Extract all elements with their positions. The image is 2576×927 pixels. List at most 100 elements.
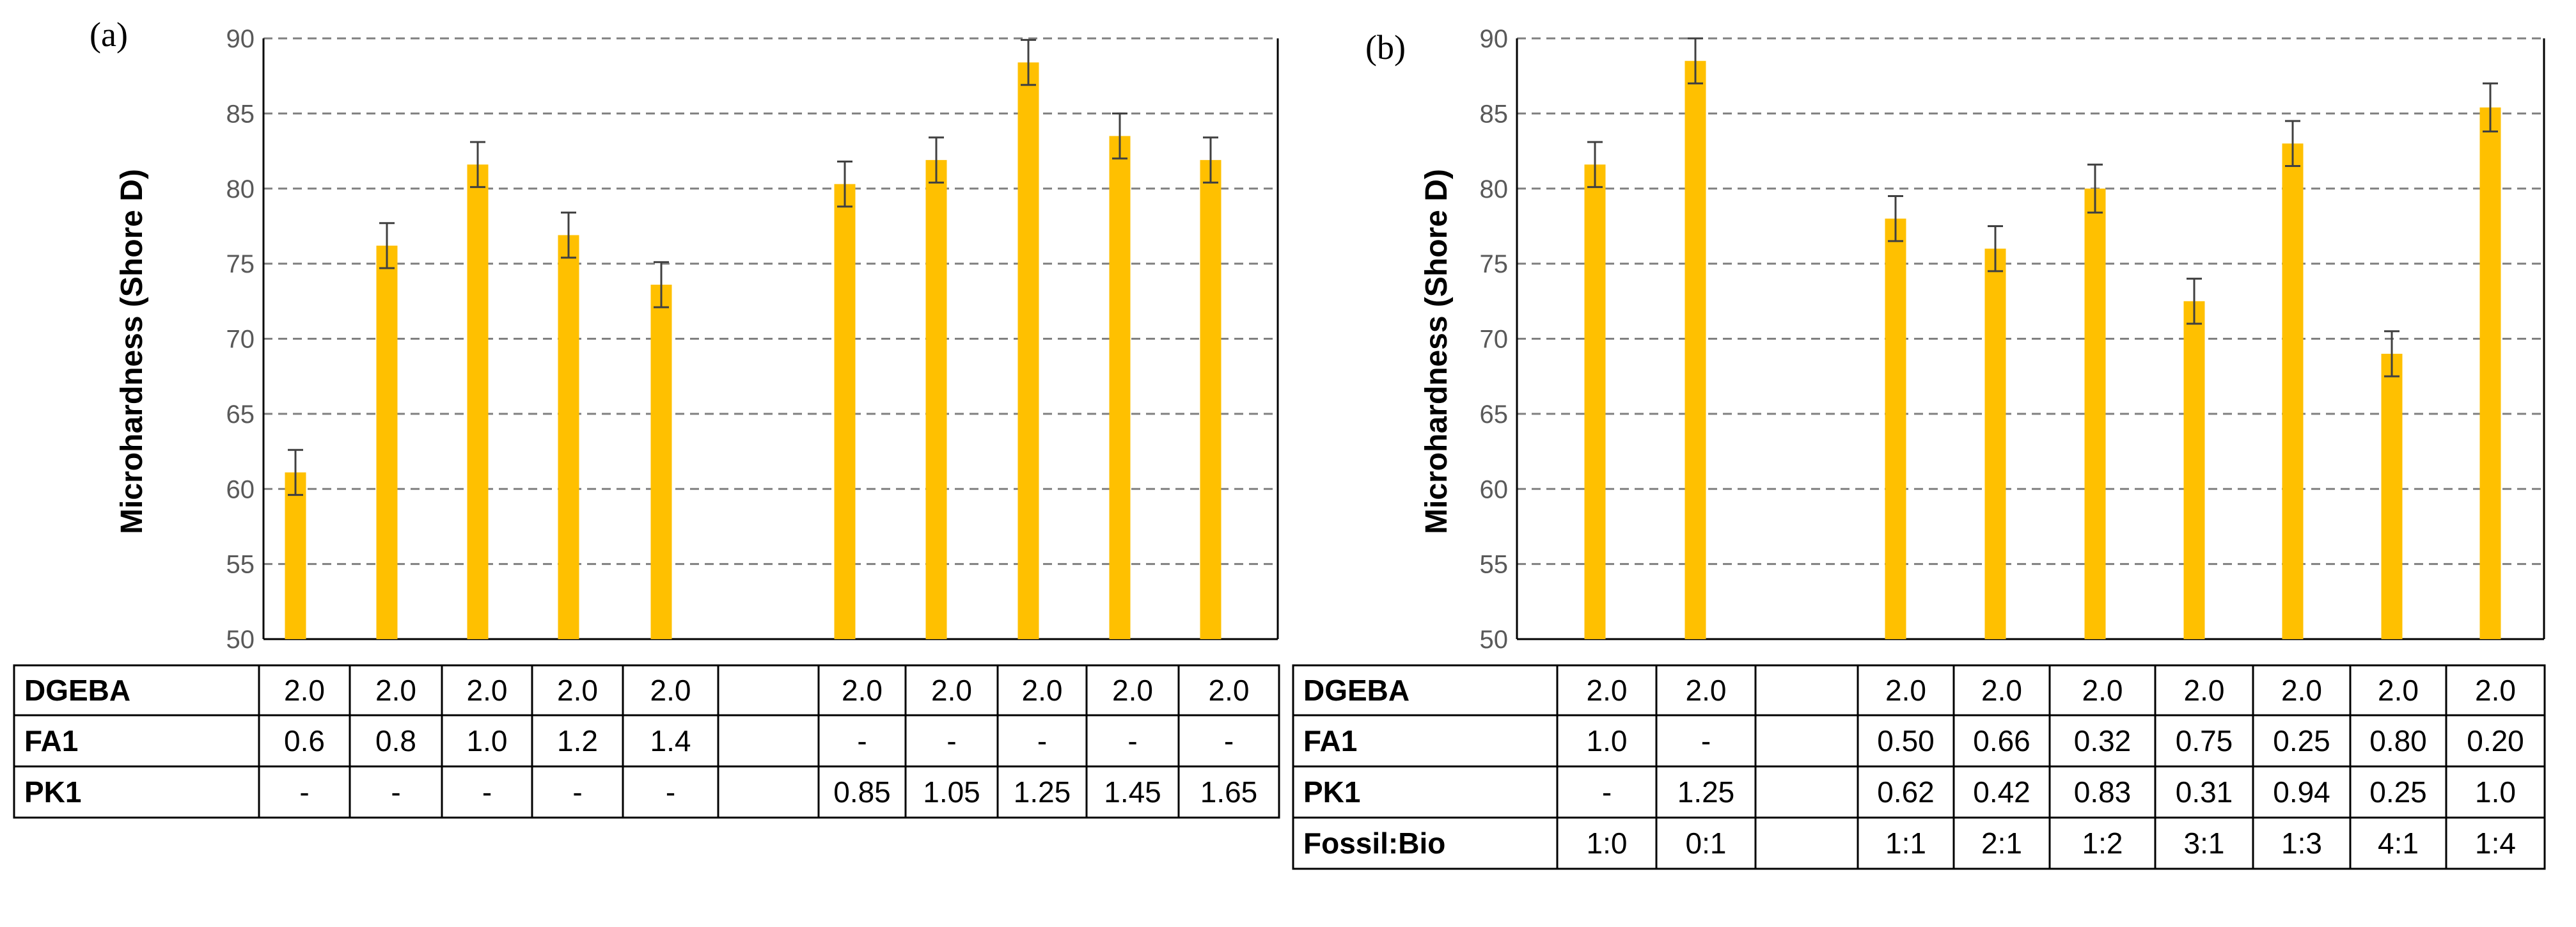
table-border [13,664,1280,819]
table-cell: 2.0 [2184,674,2225,707]
bar [2381,353,2403,639]
table-cell: - [857,724,867,757]
y-tick-label: 65 [1480,400,1509,429]
y-tick-label: 85 [226,100,255,128]
y-tick-label: 50 [1480,626,1509,654]
table-cell: 0.20 [2467,724,2524,757]
table-cell: 2.0 [1112,674,1153,707]
y-axis-label: Microhardness (Shore D) [1420,169,1454,534]
table-row-header: FA1 [24,724,78,757]
table-cell: 2.0 [650,674,691,707]
table-cell: 2.0 [2378,674,2419,707]
table-cell: - [1037,724,1047,757]
table-cell: 2:1 [1981,827,2022,860]
table-cell: 2.0 [1022,674,1063,707]
bar [650,284,672,639]
table-cell: 1.05 [923,775,980,809]
table-cell: 0.6 [284,724,325,757]
table-cell: 1.2 [557,724,598,757]
table-cell: - [1127,724,1137,757]
table-cell: 0.66 [1973,724,2030,757]
chart-panel-a: (a) 50 55 60 65 70 75 80 85 90 Microhardness (Shor… [13,15,1280,819]
table-row-header: PK1 [1303,775,1360,809]
bar [2282,143,2304,639]
table-cell: 2.0 [1209,674,1250,707]
table-cell: 0.50 [1877,724,1935,757]
chart-panel-b: (b) 50 55 60 65 70 75 80 85 90 Microhardness (Shor… [1292,25,2546,870]
table-cell: 1.25 [1677,775,1735,809]
table-cell: 2.0 [467,674,508,707]
bar [558,235,579,640]
table-cell: 0.8 [375,724,416,757]
table-cell: - [391,775,400,809]
table-cell: 1.25 [1014,775,1071,809]
y-tick-label: 70 [1480,326,1509,354]
y-tick-label: 90 [1480,25,1509,53]
y-tick-label: 60 [1480,475,1509,503]
table-cell: 1:0 [1587,827,1628,860]
y-tick-label: 75 [226,250,255,278]
bar [925,160,947,639]
table-cell: 0.75 [2176,724,2233,757]
bar [2479,107,2501,640]
y-tick-label: 65 [226,400,255,429]
table-cell: - [946,724,956,757]
table-cell: 2.0 [2281,674,2322,707]
table-cell: 3:1 [2184,827,2225,860]
table-cell: 2.0 [2475,674,2516,707]
table-cell: 0.85 [833,775,891,809]
table-cell: 0.31 [2176,775,2233,809]
composition-table: DGEBA 2.0 2.0 2.0 2.0 2.0 2.0 2.0 2.0 2.0 FA1 1.0 - 0… [1292,664,2546,870]
table-cell: 2.0 [1885,674,1926,707]
table-cell: 2.0 [1686,674,1727,707]
table-cell: 0.62 [1877,775,1935,809]
table-cell: 2.0 [1587,674,1628,707]
table-cell: 0.25 [2273,724,2330,757]
table-cell: 1.0 [2475,775,2516,809]
table-cell: 0.80 [2369,724,2427,757]
table-row-header: PK1 [24,775,81,809]
bar [834,184,856,639]
table-cell: 2.0 [931,674,972,707]
table-cell: 0.94 [2273,775,2330,809]
table-cell: 2.0 [557,674,598,707]
y-tick-label: 55 [1480,551,1509,579]
table-cell: - [572,775,582,809]
table-cell: 2.0 [375,674,416,707]
table-row-header: DGEBA [24,674,130,707]
bar [1200,160,1221,639]
bar [376,245,398,640]
y-tick-label: 80 [226,175,255,203]
composition-table: DGEBA 2.0 2.0 2.0 2.0 2.0 2.0 2.0 2.0 2.0 2.0 FA1 0.… [13,664,1280,819]
table-cell: 1.45 [1104,775,1161,809]
panel-label: (b) [1365,28,1406,67]
bar [2183,301,2205,639]
table-row-header: DGEBA [1303,674,1410,707]
bar [1685,61,1706,639]
bar [1984,248,2006,639]
table-cell: 4:1 [2378,827,2419,860]
table-cell: 1.0 [1587,724,1628,757]
bar [285,472,306,639]
bar [1017,62,1039,639]
table-cell: 0.32 [2074,724,2132,757]
table-cell: 2.0 [842,674,883,707]
bar [1885,218,1906,639]
y-axis-label: Microhardness (Shore D) [115,169,149,534]
table-cell: 0.25 [2369,775,2427,809]
table-row-header: Fossil:Bio [1303,827,1445,860]
table-cell: 1.4 [650,724,691,757]
table-cell: 1:3 [2281,827,2322,860]
table-cell: - [482,775,492,809]
table-row-header: FA1 [1303,724,1357,757]
bar [1109,136,1131,639]
panel-label: (a) [90,15,128,54]
y-tick-label: 90 [226,25,255,53]
table-cell: 1:1 [1885,827,1926,860]
bar [2084,188,2106,639]
y-tick-label: 85 [1480,100,1509,128]
table-cell: 1.65 [1200,775,1258,809]
table-cell: 2.0 [1981,674,2022,707]
table-cell: - [666,775,675,809]
y-tick-label: 55 [226,551,255,579]
